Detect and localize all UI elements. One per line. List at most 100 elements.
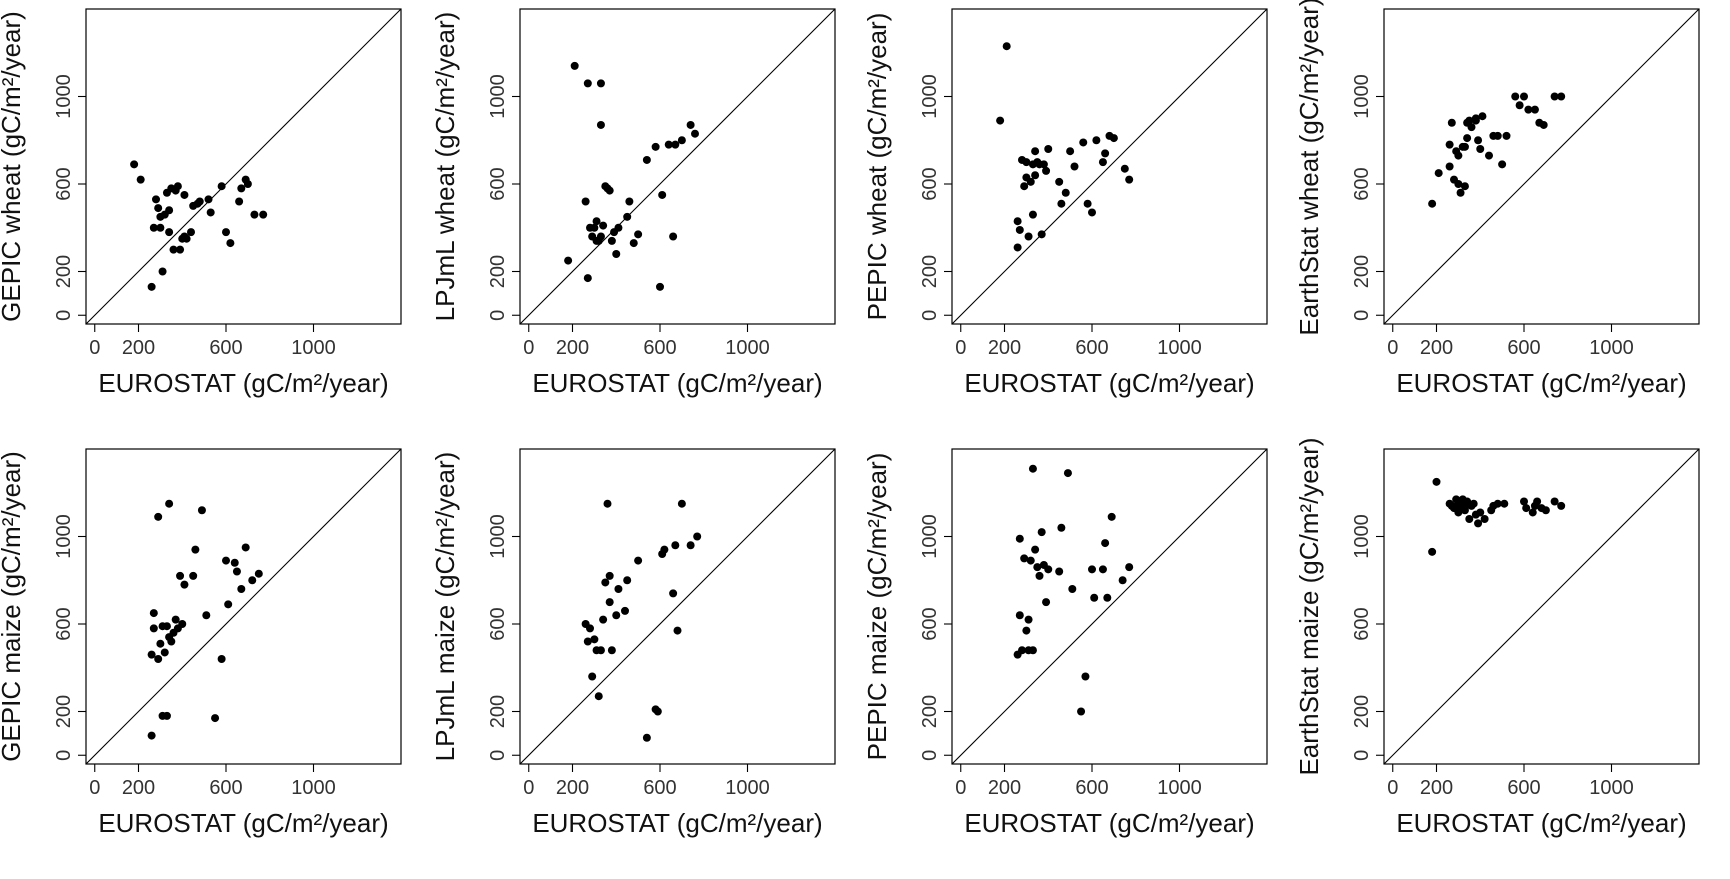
data-point bbox=[136, 175, 145, 184]
data-point bbox=[1471, 114, 1480, 123]
data-point bbox=[197, 506, 206, 515]
plot-frame bbox=[519, 448, 836, 765]
data-point bbox=[614, 223, 623, 232]
y-tick-label: 1000 bbox=[919, 514, 941, 559]
data-point bbox=[1013, 217, 1022, 226]
y-tick-label: 200 bbox=[1351, 255, 1373, 288]
data-point bbox=[147, 731, 156, 740]
data-point bbox=[1020, 554, 1029, 563]
data-point bbox=[621, 606, 629, 615]
data-point bbox=[1028, 210, 1037, 219]
data-point bbox=[1083, 199, 1092, 208]
data-point bbox=[165, 228, 174, 237]
y-tick-label: 200 bbox=[919, 255, 941, 288]
data-point bbox=[1434, 169, 1443, 178]
data-point bbox=[1057, 523, 1066, 532]
y-tick-label: 200 bbox=[487, 255, 509, 288]
data-point bbox=[1031, 147, 1040, 156]
y-tick-label: 200 bbox=[487, 695, 509, 728]
x-tick-label: 200 bbox=[122, 777, 155, 799]
data-point bbox=[634, 556, 643, 565]
plot-frame bbox=[85, 448, 402, 765]
data-point bbox=[1015, 534, 1024, 543]
x-tick-label: 1000 bbox=[1157, 777, 1202, 799]
data-point bbox=[669, 232, 678, 241]
x-tick-label: 0 bbox=[1387, 777, 1398, 799]
y-tick-label: 1000 bbox=[919, 74, 941, 119]
data-point bbox=[1061, 188, 1070, 197]
x-tick-label: 600 bbox=[209, 777, 242, 799]
data-point bbox=[147, 282, 156, 291]
data-point bbox=[232, 567, 241, 576]
x-tick-label: 1000 bbox=[291, 337, 336, 359]
y-tick-label: 200 bbox=[53, 695, 75, 728]
y-tick-label: 1000 bbox=[487, 514, 509, 559]
y-tick-label: 200 bbox=[53, 255, 75, 288]
x-tick-label: 0 bbox=[1387, 337, 1398, 359]
data-point bbox=[1079, 138, 1088, 147]
data-point bbox=[237, 184, 246, 193]
one-to-one-line bbox=[520, 9, 835, 324]
data-point bbox=[1460, 142, 1469, 151]
data-point bbox=[1035, 571, 1044, 580]
x-tick-label: 600 bbox=[643, 777, 676, 799]
data-point bbox=[1476, 145, 1485, 153]
y-tick-label: 0 bbox=[1351, 310, 1373, 321]
data-point bbox=[176, 245, 185, 254]
data-point bbox=[1125, 175, 1134, 184]
data-point bbox=[1480, 515, 1489, 523]
data-point bbox=[1028, 646, 1037, 655]
scatter-panel: 0 200 600 1000 0 200 600 1000 EUROSTAT (gC/m²/ye… bbox=[430, 0, 866, 439]
y-tick-label: 1000 bbox=[1351, 514, 1373, 559]
one-to-one-line bbox=[1384, 9, 1699, 324]
x-tick-label: 0 bbox=[89, 777, 100, 799]
scatter-plot-svg: 0 200 600 1000 0 200 600 1000 EUROSTAT (gC/m²/ye… bbox=[430, 8, 836, 398]
data-point bbox=[1428, 199, 1437, 208]
y-tick-label: 600 bbox=[53, 607, 75, 640]
plot-frame bbox=[519, 8, 836, 325]
data-point bbox=[1447, 118, 1456, 127]
data-point bbox=[154, 204, 163, 213]
data-point bbox=[651, 142, 660, 151]
data-point bbox=[224, 600, 233, 609]
data-point bbox=[1033, 563, 1042, 572]
data-point bbox=[206, 208, 215, 217]
data-point bbox=[1055, 177, 1064, 186]
data-point bbox=[204, 195, 213, 204]
data-point bbox=[603, 499, 612, 508]
x-tick-label: 0 bbox=[89, 337, 100, 359]
scatter-plot-svg: 0 200 600 1000 0 200 600 1000 EUROSTAT (gC/m²/ye… bbox=[0, 448, 402, 838]
one-to-one-line bbox=[86, 9, 401, 324]
one-to-one-line bbox=[86, 449, 401, 764]
data-point bbox=[586, 624, 594, 633]
data-point bbox=[211, 714, 220, 723]
data-point bbox=[596, 232, 605, 241]
data-point bbox=[167, 637, 176, 646]
data-point bbox=[1522, 504, 1531, 513]
data-point bbox=[1502, 131, 1511, 140]
data-point bbox=[1493, 131, 1502, 140]
y-axis-title: GEPIC wheat (gC/m²/year) bbox=[0, 11, 26, 322]
scatter-panel: 0 200 600 1000 0 200 600 1000 EUROSTAT (gC/m²/ye… bbox=[1294, 0, 1730, 439]
data-point bbox=[1445, 140, 1454, 149]
y-axis-title: PEPIC wheat (gC/m²/year) bbox=[862, 13, 892, 321]
data-point bbox=[222, 228, 230, 237]
data-point bbox=[1018, 646, 1026, 655]
data-point bbox=[693, 532, 702, 541]
data-point bbox=[1063, 469, 1072, 478]
data-point bbox=[625, 197, 634, 206]
x-tick-label: 1000 bbox=[725, 777, 770, 799]
data-point bbox=[1044, 145, 1053, 153]
data-point bbox=[1020, 182, 1029, 191]
data-point bbox=[1120, 164, 1129, 173]
data-point bbox=[1465, 116, 1474, 125]
x-axis-title: EUROSTAT (gC/m²/year) bbox=[532, 368, 822, 398]
data-point bbox=[1465, 515, 1474, 523]
y-tick-label: 1000 bbox=[53, 74, 75, 119]
x-tick-label: 600 bbox=[1075, 337, 1108, 359]
data-point bbox=[669, 589, 678, 598]
data-point bbox=[160, 648, 169, 657]
data-point bbox=[165, 206, 174, 215]
data-point bbox=[1520, 92, 1528, 101]
data-point bbox=[1070, 162, 1079, 171]
